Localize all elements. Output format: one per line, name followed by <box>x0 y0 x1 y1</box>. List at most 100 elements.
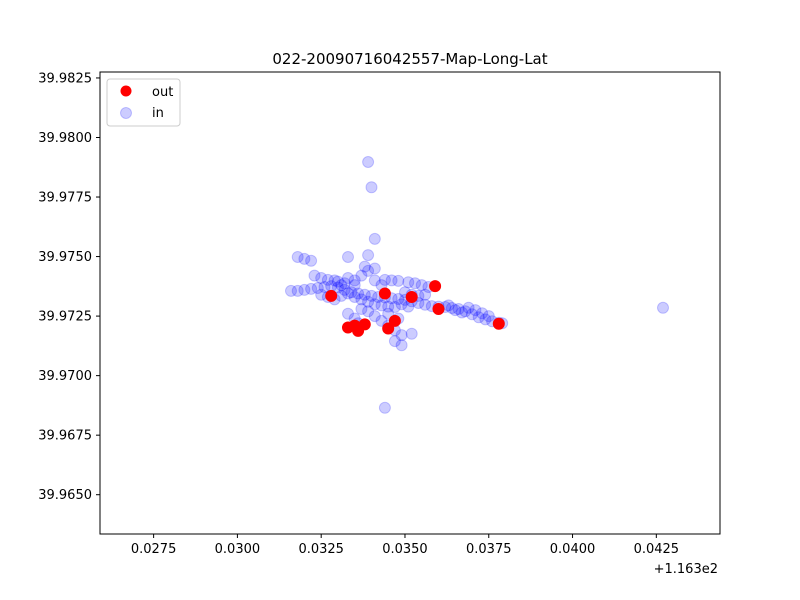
x-axis: 0.0275 0.0300 0.0325 0.0350 0.0375 0.0400 0.04… <box>131 534 679 557</box>
point-in <box>409 277 421 290</box>
point-in <box>449 304 462 317</box>
point-in <box>352 287 365 300</box>
point-in <box>335 279 348 292</box>
legend: out in <box>106 78 181 127</box>
point-in <box>462 301 475 314</box>
y-tick-label: 39.9775 <box>38 191 92 206</box>
point-in <box>345 286 358 299</box>
point-in <box>305 282 318 295</box>
y-tick-label: 39.9750 <box>38 250 92 265</box>
point-out <box>388 314 401 327</box>
x-offset-label: +1.163e2 <box>654 562 718 577</box>
plot-points <box>285 156 669 414</box>
y-tick-label: 39.9700 <box>38 369 92 384</box>
y-axis: 39.9650 39.9675 39.9700 39.9725 39.9750 39.97… <box>38 71 100 503</box>
point-in <box>331 281 344 294</box>
point-in <box>348 291 361 303</box>
point-in <box>311 282 324 294</box>
point-in <box>318 281 331 293</box>
point-in <box>298 283 311 296</box>
y-tick-label: 39.9825 <box>38 71 92 86</box>
point-in <box>395 329 408 342</box>
point-in <box>388 335 401 348</box>
point-in <box>378 273 391 286</box>
plot-frame <box>99 71 721 535</box>
point-in <box>348 274 361 287</box>
point-in <box>365 181 378 194</box>
legend-label-out: out <box>152 85 173 100</box>
point-in <box>355 269 368 282</box>
series-out <box>325 280 505 337</box>
point-in <box>362 305 375 318</box>
point-in <box>368 262 381 275</box>
chart-title: 022-20090716042557-Map-Long-Lat <box>272 50 547 68</box>
point-in <box>362 295 375 308</box>
point-in <box>419 298 432 311</box>
point-in <box>415 279 428 292</box>
point-in <box>355 303 368 315</box>
point-out <box>342 321 354 334</box>
point-in <box>348 279 361 292</box>
point-in <box>479 313 492 326</box>
x-tick-label: 0.0275 <box>131 542 177 557</box>
point-in <box>388 301 401 313</box>
legend-marker-out <box>120 85 132 97</box>
point-in <box>476 307 489 320</box>
point-in <box>378 401 391 414</box>
point-in <box>375 299 388 312</box>
x-tick-label: 0.0425 <box>634 542 680 557</box>
point-in <box>315 272 328 284</box>
point-in <box>472 311 485 324</box>
point-in <box>482 310 495 323</box>
point-in <box>305 254 318 267</box>
point-in <box>291 251 304 263</box>
point-in <box>459 305 472 318</box>
point-in <box>368 274 381 287</box>
point-out <box>358 318 371 331</box>
point-in <box>338 277 351 290</box>
point-in <box>469 304 482 317</box>
point-in <box>342 251 354 263</box>
point-in <box>365 289 378 302</box>
series-in <box>285 156 669 414</box>
point-in <box>452 303 465 315</box>
point-in <box>355 293 368 306</box>
point-in <box>342 287 354 300</box>
point-in <box>368 298 381 311</box>
y-tick-label: 39.9725 <box>38 310 92 325</box>
point-in <box>362 264 375 277</box>
x-tick-label: 0.0325 <box>298 542 344 557</box>
point-in <box>368 310 381 323</box>
legend-marker-in <box>120 107 132 119</box>
y-tick-label: 39.9675 <box>38 429 92 444</box>
point-in <box>392 293 405 305</box>
point-in <box>455 306 468 319</box>
point-in <box>395 298 408 311</box>
x-tick-label: 0.0400 <box>550 542 596 557</box>
legend-label-in: in <box>152 106 164 121</box>
point-in <box>362 156 375 168</box>
point-in <box>328 274 341 287</box>
point-in <box>382 300 395 313</box>
point-in <box>368 232 381 245</box>
point-in <box>331 275 344 288</box>
point-in <box>402 276 415 289</box>
point-in <box>342 307 354 320</box>
point-out <box>429 280 442 293</box>
y-tick-label: 39.9650 <box>38 488 92 503</box>
x-tick-label: 0.0350 <box>382 542 428 557</box>
point-in <box>445 302 458 314</box>
point-in <box>419 288 432 301</box>
point-in <box>362 249 375 262</box>
point-in <box>308 269 321 282</box>
point-out <box>382 322 395 335</box>
point-in <box>466 308 478 321</box>
x-tick-label: 0.0375 <box>466 542 512 557</box>
point-in <box>392 274 405 287</box>
point-in <box>298 252 311 265</box>
point-out <box>432 303 445 315</box>
point-in <box>405 327 418 340</box>
point-in <box>285 284 297 297</box>
point-in <box>291 284 304 297</box>
